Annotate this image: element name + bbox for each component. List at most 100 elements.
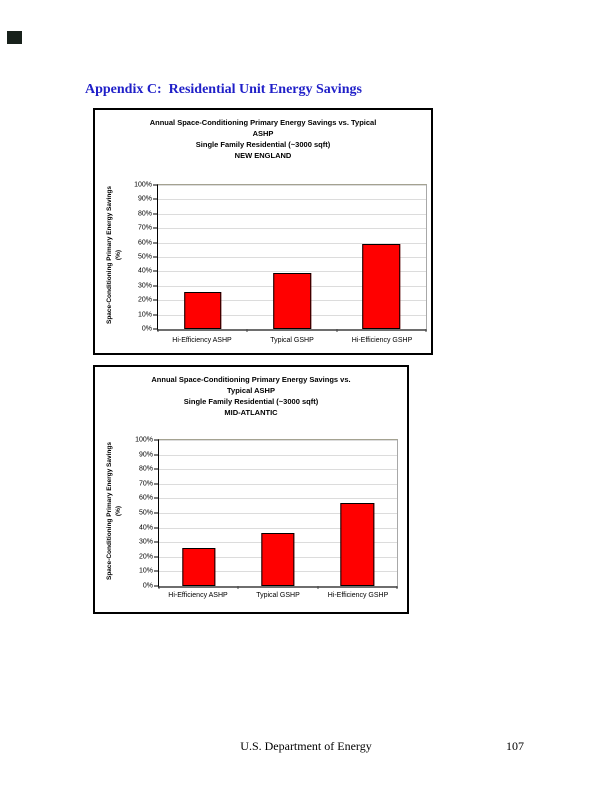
y-axis-tick-label: 70% bbox=[137, 224, 152, 232]
chart-title-line: ASHP bbox=[252, 129, 274, 138]
chart-title: Annual Space-Conditioning Primary Energy… bbox=[95, 117, 431, 161]
gridline bbox=[158, 242, 426, 244]
y-axis-tick-mark bbox=[153, 213, 158, 215]
gridline bbox=[159, 513, 397, 514]
bar-hi-efficiency-ashp bbox=[183, 291, 222, 329]
bar-hi-efficiency-gshp bbox=[362, 244, 401, 329]
y-axis-tick-label: 0% bbox=[142, 582, 153, 590]
chart-title: Annual Space-Conditioning Primary Energy… bbox=[95, 374, 407, 418]
y-axis-tick-label: 10% bbox=[138, 567, 153, 575]
y-axis-tick-label: 50% bbox=[137, 253, 152, 261]
y-axis-ticks: 0% 10% 20% 30% 40% 50% 60% 70% 80% 90% 100% bbox=[114, 436, 153, 590]
gridline bbox=[158, 228, 426, 230]
bar-hi-efficiency-ashp bbox=[182, 548, 216, 586]
x-axis-tick-mark bbox=[158, 586, 160, 589]
chart-mid-atlantic: Annual Space-Conditioning Primary Energy… bbox=[93, 365, 409, 614]
y-axis-tick-mark bbox=[153, 299, 158, 301]
x-axis-labels: Hi-Efficiency ASHP Typical GSHP Hi-Efficie… bbox=[158, 592, 398, 600]
y-axis-tick-label: 80% bbox=[137, 210, 152, 218]
y-axis-tick-mark bbox=[153, 314, 158, 316]
x-axis-tick-mark bbox=[237, 586, 239, 589]
gridline bbox=[159, 440, 397, 441]
x-axis-label: Hi-Efficiency GSHP bbox=[327, 592, 389, 599]
x-axis-tick-mark bbox=[317, 586, 319, 589]
y-axis-tick-mark bbox=[153, 184, 158, 186]
page-number: 107 bbox=[506, 739, 524, 753]
page-title: Appendix C: Residential Unit Energy Savi… bbox=[85, 82, 362, 97]
y-axis-tick-mark bbox=[154, 585, 159, 587]
gridline bbox=[158, 257, 426, 258]
y-axis-tick-label: 30% bbox=[138, 538, 153, 546]
x-axis-label: Typical GSHP bbox=[270, 337, 314, 344]
x-axis-label: Hi-Efficiency GSHP bbox=[351, 337, 413, 344]
y-axis-tick-label: 90% bbox=[137, 195, 152, 203]
y-axis-tick-label: 40% bbox=[137, 267, 152, 275]
x-axis-label: Typical GSHP bbox=[256, 592, 300, 599]
plot-area bbox=[153, 184, 427, 332]
y-axis-tick-mark bbox=[153, 256, 158, 258]
y-axis-tick-mark bbox=[153, 328, 158, 330]
y-axis-ticks: 0% 10% 20% 30% 40% 50% 60% 70% 80% 90% 100% bbox=[113, 181, 152, 333]
chart-title-line: Typical ASHP bbox=[227, 386, 275, 395]
y-axis-tick-mark bbox=[154, 483, 159, 485]
x-axis-tick-mark bbox=[157, 329, 159, 332]
chart-title-line: Single Family Residential (~3000 sqft) bbox=[183, 397, 319, 406]
x-axis-tick-mark bbox=[425, 329, 427, 332]
y-axis-tick-mark bbox=[153, 242, 158, 244]
y-axis-tick-mark bbox=[154, 570, 159, 572]
chart-title-line: Annual Space-Conditioning Primary Energy… bbox=[151, 375, 351, 384]
chart-title-line: Annual Space-Conditioning Primary Energy… bbox=[149, 118, 377, 127]
plot-area bbox=[154, 439, 398, 589]
y-axis-tick-label: 20% bbox=[137, 296, 152, 304]
bar-typical-gshp bbox=[261, 533, 295, 586]
gridline bbox=[158, 185, 426, 186]
y-axis-tick-label: 100% bbox=[134, 181, 152, 189]
x-axis-label: Hi-Efficiency ASHP bbox=[168, 592, 228, 599]
chart-title-line: Single Family Residential (~3000 sqft) bbox=[195, 140, 331, 149]
scan-artifact-square bbox=[7, 31, 22, 44]
chart-title-line: NEW ENGLAND bbox=[234, 151, 292, 160]
bar-hi-efficiency-gshp bbox=[340, 502, 374, 586]
y-axis-tick-mark bbox=[154, 439, 159, 441]
y-axis-tick-mark bbox=[154, 512, 159, 514]
gridline bbox=[159, 498, 397, 500]
gridline bbox=[158, 213, 426, 215]
y-axis-tick-mark bbox=[154, 541, 159, 543]
gridline bbox=[159, 454, 397, 456]
x-axis-label: Hi-Efficiency ASHP bbox=[172, 337, 232, 344]
y-axis-tick-mark bbox=[153, 285, 158, 287]
gridline bbox=[158, 271, 426, 273]
x-axis-tick-mark bbox=[396, 586, 398, 589]
x-axis-labels: Hi-Efficiency ASHP Typical GSHP Hi-Efficie… bbox=[157, 337, 427, 345]
y-axis-tick-mark bbox=[154, 497, 159, 499]
y-axis-tick-label: 60% bbox=[137, 239, 152, 247]
y-axis-tick-mark bbox=[153, 198, 158, 200]
y-axis-tick-label: 100% bbox=[135, 436, 153, 444]
y-axis-tick-mark bbox=[154, 468, 159, 470]
gridline bbox=[159, 527, 397, 529]
x-axis-tick-mark bbox=[336, 329, 338, 332]
y-axis-tick-mark bbox=[153, 270, 158, 272]
y-axis-tick-label: 20% bbox=[138, 553, 153, 561]
x-axis-tick-mark bbox=[246, 329, 248, 332]
gridline bbox=[158, 199, 426, 201]
bar-typical-gshp bbox=[273, 272, 311, 329]
gridline bbox=[159, 469, 397, 471]
y-axis-tick-label: 0% bbox=[141, 325, 152, 333]
y-axis-tick-label: 80% bbox=[138, 465, 153, 473]
y-axis-tick-mark bbox=[154, 527, 159, 529]
gridline bbox=[159, 483, 397, 485]
y-axis-tick-label: 90% bbox=[138, 451, 153, 459]
y-axis-tick-label: 60% bbox=[138, 494, 153, 502]
y-axis-tick-label: 30% bbox=[137, 282, 152, 290]
y-axis-tick-label: 50% bbox=[138, 509, 153, 517]
chart-title-line: MID-ATLANTIC bbox=[224, 408, 278, 417]
y-axis-tick-label: 40% bbox=[138, 524, 153, 532]
y-axis-tick-label: 70% bbox=[138, 480, 153, 488]
y-axis-tick-mark bbox=[154, 454, 159, 456]
y-axis-tick-mark bbox=[153, 227, 158, 229]
footer-text: U.S. Department of Energy bbox=[240, 739, 372, 753]
y-axis-tick-mark bbox=[154, 556, 159, 558]
chart-new-england: Annual Space-Conditioning Primary Energy… bbox=[93, 108, 433, 355]
